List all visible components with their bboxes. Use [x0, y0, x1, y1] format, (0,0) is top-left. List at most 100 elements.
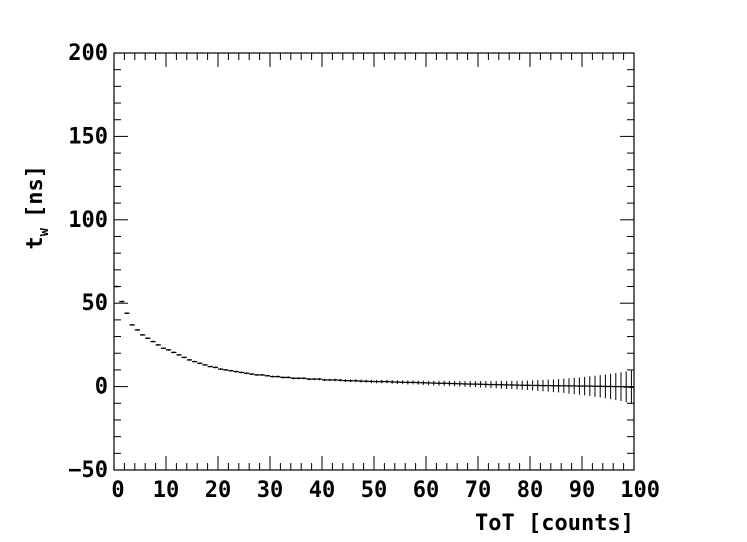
data-point: [436, 380, 442, 386]
y-axis-title-sub: w: [36, 227, 52, 236]
data-point: [176, 354, 182, 356]
y-tick-label: 150: [68, 124, 108, 149]
data-point: [566, 378, 572, 394]
data-point: [301, 377, 307, 380]
data-point: [561, 378, 567, 393]
data-point: [519, 380, 525, 390]
data-point: [592, 375, 598, 397]
data-point: [166, 349, 172, 351]
data-point: [582, 376, 588, 396]
data-point: [426, 380, 432, 386]
data-point: [114, 285, 120, 288]
data-point: [306, 377, 312, 381]
data-point: [488, 381, 494, 389]
data-point: [410, 380, 416, 385]
data-point: [602, 374, 608, 399]
data-point: [394, 380, 400, 384]
data-point: [613, 373, 619, 401]
data-point: [452, 380, 458, 387]
data-point: [628, 370, 634, 404]
data-point: [530, 380, 536, 391]
data-point: [358, 379, 364, 383]
data-point: [509, 380, 515, 390]
data-point: [155, 344, 161, 346]
data-point: [550, 379, 556, 393]
x-tick-label: 30: [257, 478, 284, 503]
data-point: [290, 377, 296, 380]
data-point: [285, 376, 291, 379]
data-point: [181, 356, 187, 359]
data-point: [337, 378, 343, 382]
data-point: [483, 381, 489, 388]
data-point: [134, 329, 140, 331]
data-point: [124, 312, 130, 315]
data-point: [332, 378, 338, 382]
data-point: [441, 380, 447, 386]
y-axis-title-unit: [ns]: [23, 165, 48, 218]
data-point: [197, 362, 203, 365]
data-point: [119, 300, 125, 303]
data-point: [363, 379, 369, 383]
data-point: [415, 380, 421, 385]
data-point: [202, 364, 208, 366]
data-point: [145, 337, 151, 340]
data-point: [576, 377, 582, 395]
data-point: [535, 380, 541, 391]
x-tick-label: 40: [309, 478, 336, 503]
data-point: [228, 369, 234, 372]
y-axis-title: tw [ns]: [23, 165, 52, 250]
data-point: [457, 381, 463, 387]
data-point: [233, 370, 239, 373]
data-point: [504, 380, 510, 389]
x-tick-label: 0: [111, 478, 124, 503]
data-point: [192, 360, 198, 363]
data-point: [186, 359, 192, 361]
data-point: [446, 380, 452, 386]
data-point: [212, 366, 218, 369]
data-point: [545, 379, 551, 392]
x-tick-label: 10: [153, 478, 180, 503]
data-point: [249, 373, 255, 375]
data-point: [498, 380, 504, 389]
data-point: [389, 380, 395, 384]
data-point: [244, 372, 250, 375]
data-point: [540, 379, 546, 392]
data-point: [405, 380, 411, 385]
y-tick-labels: −50 0 50 100 150 200: [68, 41, 108, 483]
x-axis-title: ToT [counts]: [475, 511, 634, 536]
data-point: [462, 381, 468, 387]
data-point: [597, 375, 603, 398]
data-point: [374, 379, 380, 384]
y-tick-label: 200: [68, 41, 108, 66]
data-point: [467, 381, 473, 388]
y-tick-label: 0: [95, 375, 108, 400]
x-tick-labels: 0 10 20 30 40 50 60 70 80 90 100: [111, 478, 660, 503]
x-tick-label: 80: [517, 478, 544, 503]
x-tick-label: 50: [361, 478, 388, 503]
data-point: [556, 379, 562, 393]
y-axis-title-main: t: [23, 236, 48, 249]
x-tick-label: 90: [569, 478, 596, 503]
data-point: [379, 379, 385, 384]
data-points: [114, 285, 634, 404]
data-point: [353, 379, 359, 383]
data-point: [384, 379, 390, 384]
data-point: [400, 380, 406, 385]
data-point: [327, 378, 333, 382]
data-point: [608, 373, 614, 400]
data-point: [264, 374, 270, 377]
data-point: [280, 376, 286, 379]
data-point: [140, 334, 146, 336]
data-point: [270, 375, 276, 378]
data-point: [316, 377, 322, 381]
data-point: [207, 365, 213, 368]
data-point: [420, 380, 426, 385]
data-point: [238, 371, 244, 374]
data-point: [223, 369, 229, 371]
data-point: [322, 378, 328, 382]
data-point: [493, 380, 499, 389]
data-point: [368, 379, 374, 384]
axis-ticks: [113, 52, 635, 471]
data-point: [259, 374, 265, 376]
